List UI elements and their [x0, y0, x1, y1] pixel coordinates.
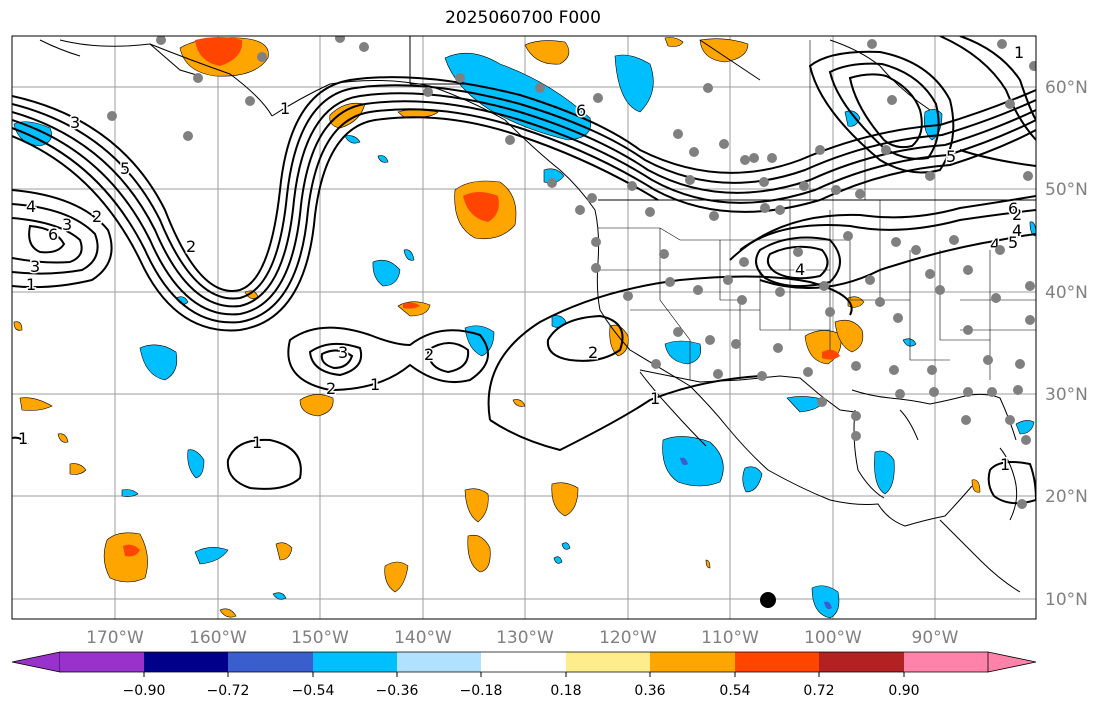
storm-marker [760, 592, 776, 608]
colorbar-tick-label: 0.90 [888, 683, 919, 699]
station-markers [107, 36, 1036, 509]
contour-labels: 6 5 4 3 2 2 1 1 1 2 3 4 5 6 3 2 1 1 1 2 … [17, 42, 1026, 476]
colorbar-tick-label: 0.72 [803, 683, 834, 699]
colorbar-tick-label: −0.18 [460, 683, 503, 699]
colorbar-segment [60, 652, 144, 672]
contour-label: 3 [70, 113, 80, 132]
contour-label: 4 [795, 260, 805, 279]
contour-label: 2 [186, 237, 196, 256]
anomaly-fill-deep-cold [680, 457, 832, 610]
colorbar-segment [904, 652, 988, 672]
contour-label: 6 [1008, 199, 1018, 218]
anomaly-fill-hot [123, 37, 840, 557]
colorbar-extend-low [11, 651, 61, 673]
contour-lines [12, 36, 1036, 505]
colorbar-tick-label: 0.36 [634, 683, 665, 699]
latitude-labels: 60°N 50°N 40°N 30°N 20°N 10°N [1045, 78, 1088, 610]
lon-label: 140°W [394, 628, 452, 648]
colorbar-segment [650, 652, 735, 672]
contour-label: 1 [650, 389, 660, 408]
lon-label: 110°W [701, 628, 759, 648]
colorbar-segment [481, 652, 566, 672]
contour-label: 2 [92, 207, 102, 226]
contour-label: 1 [370, 375, 380, 394]
lat-label: 40°N [1045, 283, 1088, 303]
lon-label: 120°W [599, 628, 657, 648]
contour-label: 1 [1014, 43, 1024, 62]
contour-label: 4 [26, 197, 36, 216]
colorbar-tick-label: 0.18 [550, 683, 581, 699]
contour-label: 4 [1012, 221, 1022, 240]
contour-label: 2 [588, 343, 598, 362]
colorbar-segment [819, 652, 904, 672]
colorbar-segment [144, 652, 228, 672]
lon-label: 160°W [189, 628, 247, 648]
lon-label: 170°W [86, 628, 144, 648]
colorbar-tick-label: −0.90 [123, 683, 166, 699]
colorbar-tick-label: −0.36 [376, 683, 419, 699]
contour-label: 1 [18, 429, 28, 448]
map-title: 2025060700 F000 [445, 8, 601, 28]
colorbar-segment [735, 652, 819, 672]
lat-label: 20°N [1045, 487, 1088, 507]
colorbar-segment [313, 652, 397, 672]
colorbar-tick-label: −0.72 [207, 683, 250, 699]
colorbar-segment [566, 652, 650, 672]
map-area [12, 36, 1036, 619]
longitude-labels: 170°W 160°W 150°W 140°W 130°W 120°W 110°… [86, 628, 959, 648]
contour-label: 1 [26, 275, 36, 294]
contour-label: 5 [120, 159, 130, 178]
colorbar-tick-label: −0.54 [292, 683, 335, 699]
contour-label: 1 [280, 99, 290, 118]
contour-label: 6 [48, 225, 58, 244]
lon-label: 90°W [912, 628, 959, 648]
lat-label: 50°N [1045, 180, 1088, 200]
lat-label: 60°N [1045, 78, 1088, 98]
lon-label: 130°W [496, 628, 554, 648]
map-frame [11, 35, 1037, 620]
colorbar-extend-high [987, 651, 1037, 673]
contour-label: 3 [30, 257, 40, 276]
contour-label: 1 [1000, 455, 1010, 474]
contour-label: 1 [252, 433, 262, 452]
colorbar-segment [228, 652, 313, 672]
contour-label: 5 [946, 147, 956, 166]
lat-label: 30°N [1045, 385, 1088, 405]
contour-label: 3 [62, 215, 72, 234]
contour-label: 2 [326, 379, 336, 398]
contour-label: 6 [576, 101, 586, 120]
colorbar-segment [397, 652, 481, 672]
colorbar-tick-label: 0.54 [719, 683, 750, 699]
lat-label: 10°N [1045, 590, 1088, 610]
lon-label: 100°W [804, 628, 862, 648]
colorbar: −0.90 −0.72 −0.54 −0.36 −0.18 0.18 0.36 … [11, 651, 1037, 699]
contour-label: 2 [424, 345, 434, 364]
coastlines [39, 39, 1021, 593]
contour-label: 5 [1008, 233, 1018, 252]
lon-label: 150°W [291, 628, 349, 648]
contour-label: 3 [338, 343, 348, 362]
contour-label: 2 [1012, 205, 1022, 224]
